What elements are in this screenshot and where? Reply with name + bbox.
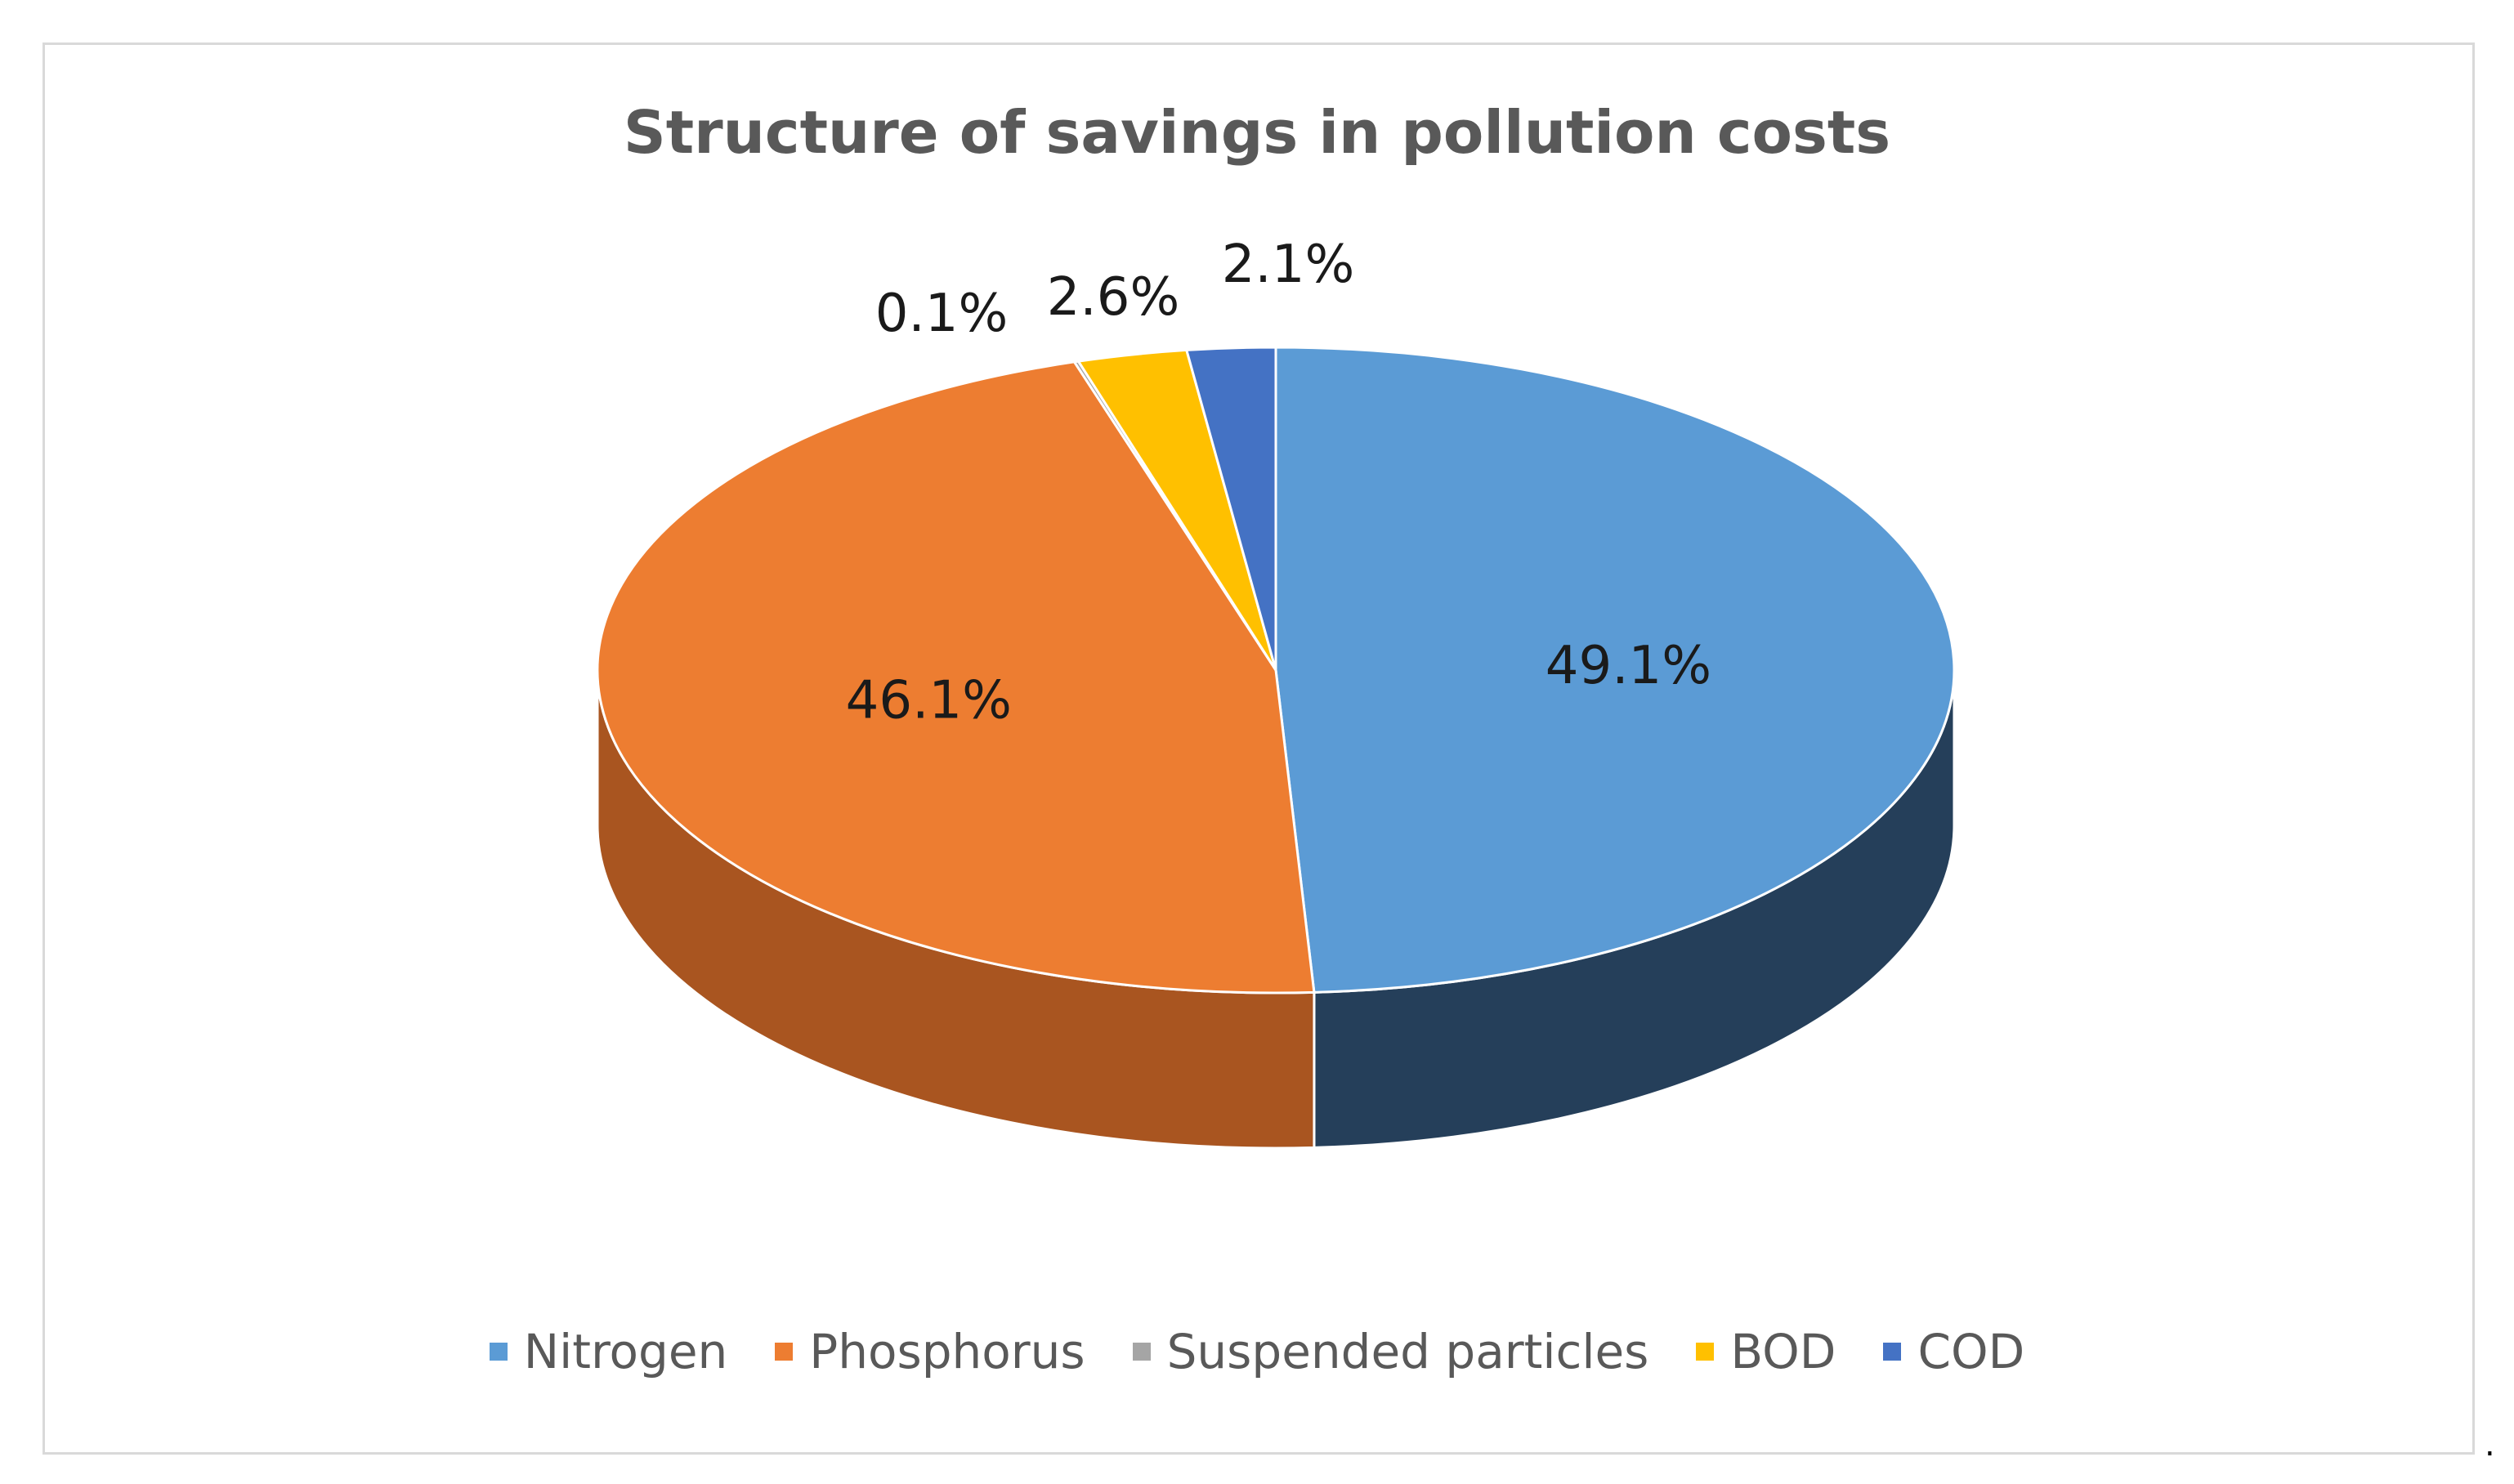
data-label-nitrogen: 49.1%: [1546, 636, 1711, 696]
pie-slice-nitrogen: [1274, 346, 1956, 994]
trailing-period: .: [2485, 1426, 2495, 1464]
legend-item-phosphorus: Phosphorus: [775, 1324, 1085, 1379]
pie-slice-phosphorus: [596, 360, 1316, 995]
legend-swatch-bod: [1696, 1343, 1715, 1361]
data-label-phosphorus: 46.1%: [846, 671, 1012, 731]
legend: Nitrogen Phosphorus Suspended particles BOD…: [0, 1324, 2514, 1379]
legend-swatch-cod: [1883, 1343, 1902, 1361]
legend-label-phosphorus: Phosphorus: [809, 1324, 1085, 1379]
legend-swatch-nitrogen: [489, 1343, 508, 1361]
legend-item-nitrogen: Nitrogen: [489, 1324, 728, 1379]
legend-item-cod: COD: [1883, 1324, 2024, 1379]
legend-item-suspended-particles: Suspended particles: [1132, 1324, 1649, 1379]
legend-swatch-suspended-particles: [1132, 1343, 1151, 1361]
pie-slice-cod: [1184, 346, 1277, 671]
legend-label-suspended-particles: Suspended particles: [1166, 1324, 1649, 1379]
data-label-suspended-particles: 0.1%: [875, 284, 1009, 344]
chart-title: Structure of savings in pollution costs: [623, 98, 1891, 167]
legend-label-cod: COD: [1917, 1324, 2025, 1379]
data-label-bod: 2.6%: [1047, 267, 1180, 328]
legend-label-bod: BOD: [1730, 1324, 1836, 1379]
pie-tops: [596, 346, 1956, 995]
legend-swatch-phosphorus: [775, 1343, 794, 1361]
pie-labels: 49.1% 46.1% 0.1% 2.6% 2.1%: [846, 235, 1711, 731]
legend-label-nitrogen: Nitrogen: [523, 1324, 728, 1379]
data-label-cod: 2.1%: [1222, 235, 1355, 295]
legend-item-bod: BOD: [1696, 1324, 1836, 1379]
